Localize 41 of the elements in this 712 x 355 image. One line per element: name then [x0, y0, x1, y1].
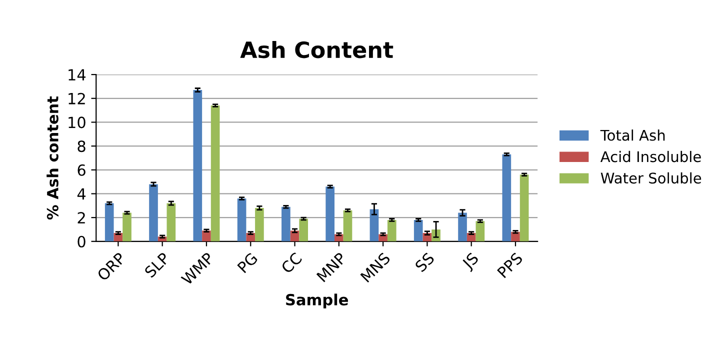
y-tick-label: 4 — [77, 188, 86, 200]
legend-label: Water Soluble — [600, 172, 702, 184]
bar — [387, 220, 396, 242]
bar — [370, 209, 379, 242]
y-tick-label: 12 — [68, 92, 85, 104]
y-tick-label: 8 — [78, 140, 86, 152]
y-tick-label: 6 — [78, 164, 86, 176]
bar — [104, 203, 114, 242]
x-tick-label: PG — [236, 252, 258, 274]
bar — [476, 221, 485, 242]
legend-label: Acid Insoluble — [600, 150, 701, 162]
y-tick-label: 2 — [78, 212, 85, 224]
bar — [458, 212, 467, 242]
chart-title: Ash Content — [240, 41, 394, 58]
bar — [414, 220, 423, 242]
bar — [502, 154, 512, 242]
x-tick-label: PPS — [496, 252, 524, 278]
x-tick-label: CC — [280, 252, 303, 274]
x-tick-label: SS — [414, 252, 435, 272]
bar — [210, 106, 220, 242]
x-tick-label: JS — [460, 252, 482, 272]
bar — [122, 212, 132, 242]
bar — [299, 218, 308, 242]
bar — [255, 208, 264, 242]
bar — [520, 174, 529, 242]
x-tick-label: SLP — [144, 252, 170, 278]
bar — [193, 90, 202, 242]
y-tick-label: 10 — [68, 116, 86, 128]
bar — [202, 230, 211, 242]
bar — [237, 198, 246, 242]
bar — [166, 203, 176, 242]
bar — [290, 230, 300, 242]
x-axis-title: Sample — [286, 294, 348, 308]
bar — [149, 184, 158, 242]
bar — [282, 206, 290, 242]
y-tick-label: 14 — [68, 69, 86, 80]
legend-label: Total Ash — [600, 130, 665, 141]
y-tick-label: 0 — [78, 236, 86, 248]
bar — [343, 210, 352, 242]
bar — [326, 186, 334, 242]
y-axis-title: % Ash content — [46, 96, 58, 220]
